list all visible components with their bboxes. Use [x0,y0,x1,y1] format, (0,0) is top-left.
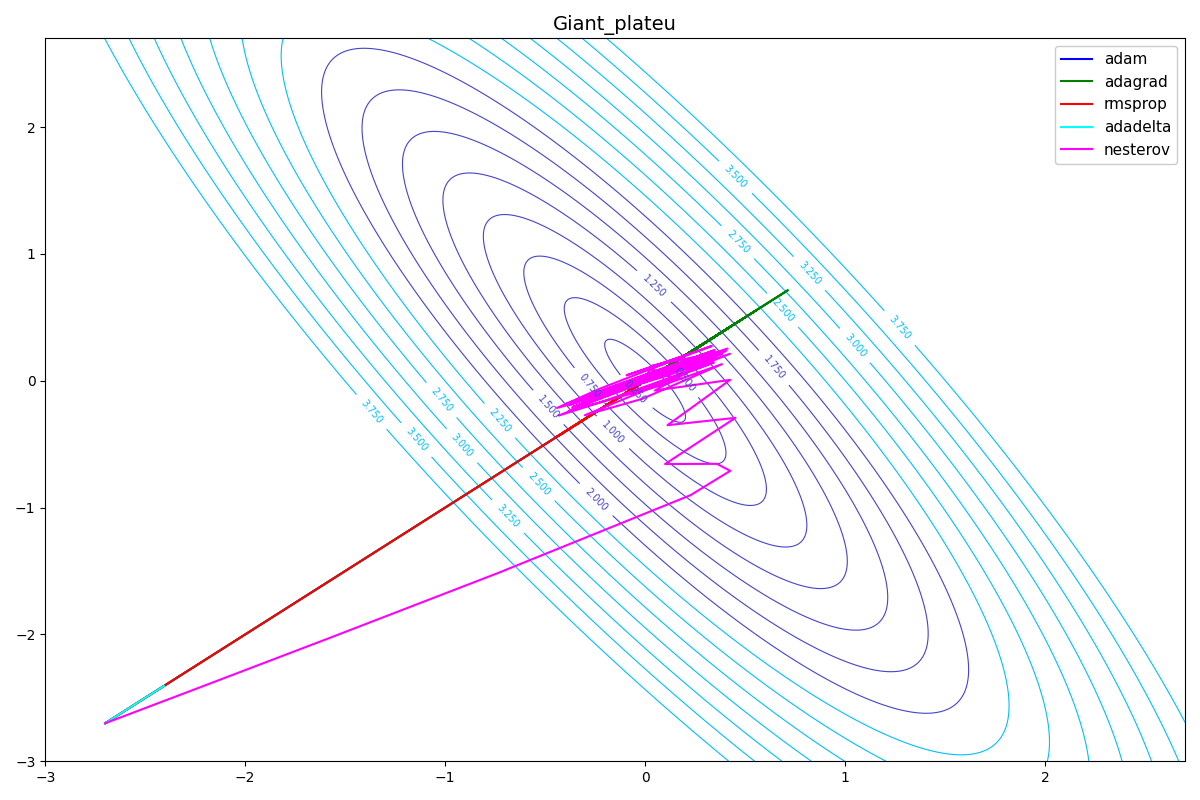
nesterov [98,718,113,728]
Text: 3.000: 3.000 [842,332,868,359]
adam [638,376,653,386]
Legend: adam, adagrad, rmsprop, adadelta, nesterov: adam, adagrad, rmsprop, adadelta, nester… [1055,46,1177,164]
adadelta [145,689,160,698]
adam [158,680,173,690]
rmsprop [643,373,658,382]
Text: 0.750: 0.750 [576,372,601,399]
Text: 2.500: 2.500 [769,297,796,324]
Text: 2.000: 2.000 [583,486,610,513]
adadelta [116,706,131,716]
nesterov [664,366,678,376]
adam [458,490,473,500]
adam [278,604,293,614]
adagrad [781,286,796,295]
Text: 3.250: 3.250 [797,260,822,287]
adadelta [133,696,148,706]
adadelta [113,709,127,718]
nesterov [704,341,719,350]
Text: 0.500: 0.500 [672,366,697,394]
nesterov [619,383,634,393]
Line: rmsprop: rmsprop [106,378,650,723]
Text: 3.500: 3.500 [722,164,749,190]
nesterov [715,348,730,358]
Text: 3.750: 3.750 [887,314,912,342]
rmsprop [550,432,564,442]
nesterov [664,366,678,376]
adam [518,452,533,462]
adadelta [110,710,125,720]
Line: adadelta: adadelta [106,686,164,723]
rmsprop [288,598,302,608]
Text: 3.250: 3.250 [494,503,521,530]
adam [398,528,413,538]
rmsprop [425,511,439,521]
Text: 1.750: 1.750 [761,354,787,382]
adadelta [98,718,113,728]
Text: 2.750: 2.750 [428,386,454,414]
adam [98,718,113,728]
rmsprop [98,718,113,728]
rmsprop [637,377,652,386]
adagrad [688,345,702,354]
Text: 2.750: 2.750 [725,229,751,256]
Text: 2.250: 2.250 [487,407,512,434]
adagrad [632,379,647,389]
adadelta [134,695,149,705]
nesterov [566,402,581,411]
adam [338,566,353,576]
Text: 1.500: 1.500 [535,394,562,422]
Text: 1.250: 1.250 [641,273,667,299]
Text: 2.500: 2.500 [526,470,552,498]
rmsprop [540,438,554,447]
Text: 3.750: 3.750 [359,398,384,426]
adam [578,414,593,424]
adadelta [157,681,172,690]
adagrad [630,382,644,391]
nesterov [664,366,678,376]
Text: 3.000: 3.000 [449,432,475,459]
adagrad [623,386,637,395]
Title: Giant_plateu: Giant_plateu [553,15,677,35]
adagrad [635,378,649,387]
adagrad [608,395,623,405]
adagrad [98,718,113,728]
adam [218,642,233,652]
Line: adam: adam [106,381,646,723]
Text: 1.000: 1.000 [600,419,626,446]
Text: 3.500: 3.500 [403,426,430,454]
Line: nesterov: nesterov [106,346,736,723]
nesterov [619,383,634,393]
adagrad [617,390,631,399]
Line: adagrad: adagrad [106,290,788,723]
Text: 0.250: 0.250 [623,378,649,406]
